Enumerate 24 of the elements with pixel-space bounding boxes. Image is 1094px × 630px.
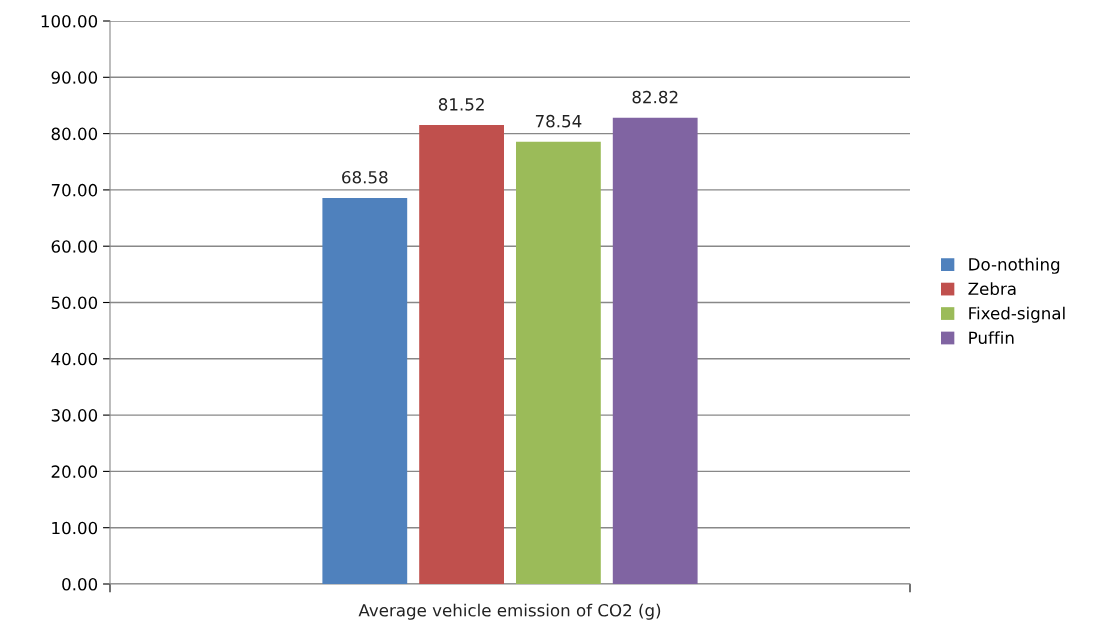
bar — [419, 125, 504, 584]
bar — [516, 141, 601, 584]
bar — [612, 117, 698, 584]
legend-label: Puffin — [969, 331, 1014, 345]
y-tick-label: 30.00 — [51, 409, 98, 422]
data-label: 78.54 — [535, 114, 582, 128]
legend-label: Zebra — [968, 282, 1016, 296]
bar — [322, 197, 408, 584]
y-tick-label: 100.00 — [41, 14, 98, 28]
y-tick-label: 70.00 — [51, 183, 98, 197]
data-label: 68.58 — [342, 170, 388, 184]
y-tick-label: 90.00 — [51, 71, 98, 84]
data-label: 81.52 — [438, 98, 484, 111]
y-tick-label: 20.00 — [51, 465, 98, 478]
y-tick-label: 0.00 — [62, 577, 98, 591]
y-tick-label: 50.00 — [51, 296, 98, 310]
x-tick-label: Average vehicle emission of CO2 (g) — [358, 603, 661, 620]
y-tick-label: 80.00 — [51, 127, 98, 141]
y-tick-label: 10.00 — [52, 521, 98, 535]
y-tick-label: 60.00 — [51, 240, 98, 253]
y-tick-label: 40.00 — [51, 352, 98, 366]
legend-label: Do-nothing — [969, 257, 1060, 274]
data-label: 82.82 — [632, 90, 678, 104]
legend-label: Fixed-signal — [969, 306, 1065, 323]
